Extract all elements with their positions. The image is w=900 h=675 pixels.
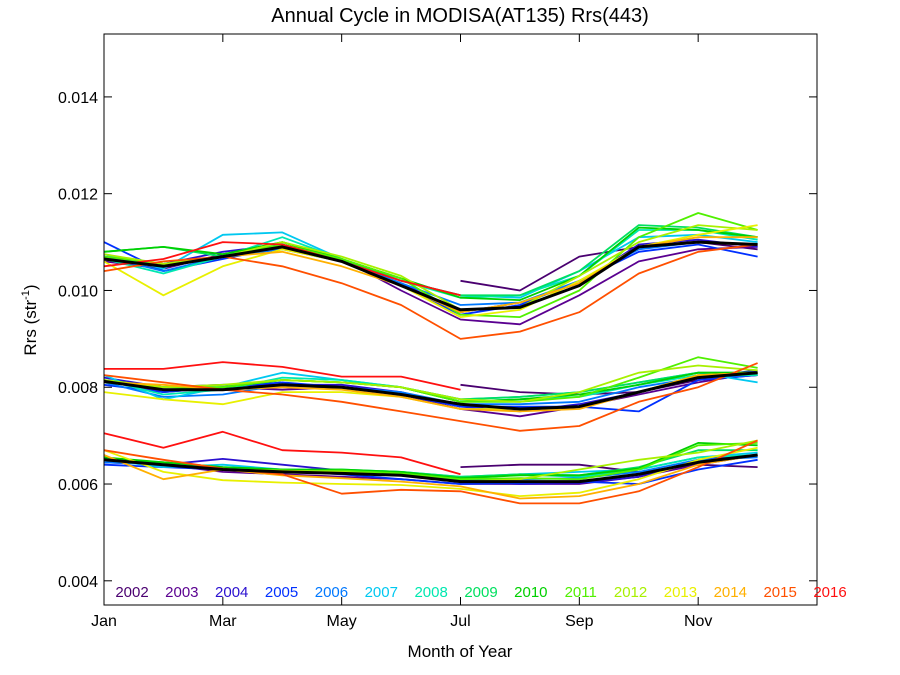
x-tick-label: Nov [684,613,712,630]
legend-entry-2009: 2009 [464,584,497,601]
series-line-2013-group-3 [103,446,758,497]
y-tick-label: 0.014 [58,90,98,107]
y-tick-label: 0.008 [58,380,98,397]
legend-entry-2003: 2003 [165,584,198,601]
y-axis-label: Rrs (str-1) [20,284,40,355]
mean-line-group-1 [103,240,758,312]
legend-entry-2015: 2015 [763,584,796,601]
legend-entry-2010: 2010 [514,584,547,601]
y-tick-label: 0.004 [58,574,98,591]
series-line-2014-group-3 [103,454,758,500]
series-line-2012-group-2 [103,364,758,403]
legend-entry-2006: 2006 [315,584,348,601]
chart-title: Annual Cycle in MODISA(AT135) Rrs(443) [271,5,649,27]
mean-line-group-3 [103,453,758,484]
series-line-2011-group-2 [103,356,758,403]
legend-entry-2012: 2012 [614,584,647,601]
x-axis-label: Month of Year [408,642,513,661]
mean-line-group-2 [103,371,758,411]
y-axis-label-exponent: -1 [20,290,32,300]
series-line-2002-group-3 [460,463,758,473]
legend-entry-2005: 2005 [265,584,298,601]
legend-entry-2008: 2008 [414,584,447,601]
series-line-2015-group-3 [103,439,758,505]
y-tick-label: 0.006 [58,477,98,494]
legend-entry-2016: 2016 [813,584,846,601]
legend: 2002 2003 2004 2005 2006 2007 2008 2009 2010 2011… [115,584,846,601]
x-tick-label: May [327,613,357,630]
y-axis-label-close: ) [21,284,40,290]
x-tick-label: Sep [565,613,594,630]
x-tick-label: Jan [91,613,117,630]
y-axis-label-main: Rrs (str [21,300,40,356]
y-tick-label: 0.010 [58,283,98,300]
legend-entry-2004: 2004 [215,584,248,601]
series-line-2016-group-3 [103,430,461,476]
y-tick-label: 0.012 [58,187,98,204]
x-tick-label: Jul [450,613,470,630]
plot-lines [103,212,758,505]
legend-entry-2007: 2007 [365,584,398,601]
legend-entry-2011: 2011 [565,584,597,601]
legend-entry-2002: 2002 [115,584,148,601]
series-line-2016-group-1 [103,241,461,297]
series-line-2005-group-1 [103,241,758,316]
axes: 0.004 0.006 0.008 0.010 0.012 0.014 Jan Mar May J… [58,34,817,630]
x-tick-label: Mar [209,613,237,630]
series-line-2016-group-2 [104,361,461,391]
legend-entry-2014: 2014 [714,584,747,601]
legend-entry-2013: 2013 [664,584,697,601]
